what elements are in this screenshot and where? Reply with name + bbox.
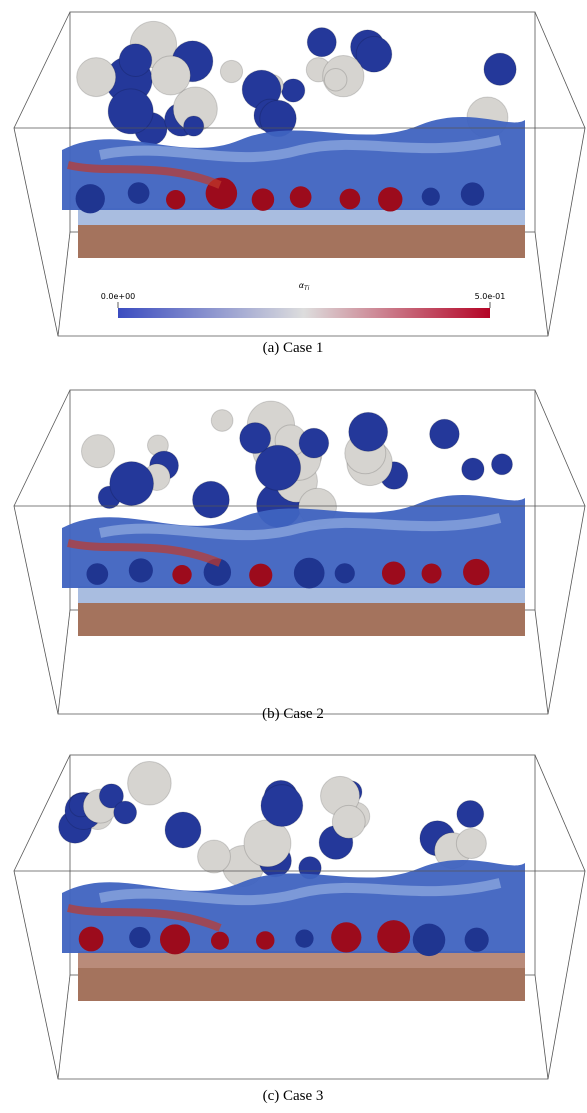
lower-particle bbox=[465, 928, 489, 952]
box-edge bbox=[535, 610, 548, 714]
box-edge bbox=[58, 975, 70, 1079]
powder-particle bbox=[324, 68, 347, 91]
colorbar-subscript: Ti bbox=[304, 285, 310, 292]
lower-particle bbox=[249, 564, 272, 587]
lower-particle bbox=[172, 565, 191, 584]
lower-particle bbox=[335, 563, 355, 583]
colorbar bbox=[118, 308, 490, 318]
box-edge bbox=[535, 390, 585, 506]
box-edge bbox=[14, 390, 70, 506]
substrate bbox=[78, 225, 525, 258]
box-edge bbox=[58, 232, 70, 336]
lower-particle bbox=[129, 558, 153, 582]
powder-particle bbox=[332, 805, 365, 838]
page: (a) Case 1 (b) Case 2 (c) Case 3 αTi 0.0e+00… bbox=[0, 0, 587, 1113]
colorbar-tick-label: 0.0e+00 bbox=[101, 292, 136, 301]
powder-particle bbox=[456, 828, 486, 858]
box-edge bbox=[14, 12, 70, 128]
lower-particle bbox=[294, 558, 325, 589]
box-edge bbox=[535, 755, 585, 871]
powder-particle bbox=[457, 801, 484, 828]
lower-particle bbox=[129, 927, 150, 948]
powder-particle bbox=[211, 410, 233, 432]
powder-particle bbox=[198, 840, 231, 873]
lower-particle bbox=[252, 188, 274, 210]
lower-particle bbox=[422, 563, 442, 583]
powder-particle bbox=[108, 89, 153, 134]
powder-particle bbox=[299, 428, 329, 458]
lower-particle bbox=[382, 561, 405, 584]
lower-particle bbox=[422, 188, 440, 206]
powder-particle bbox=[430, 419, 460, 449]
powder-particle bbox=[240, 423, 271, 454]
lower-particle bbox=[413, 924, 445, 956]
box-edge bbox=[58, 610, 70, 714]
box-edge bbox=[535, 12, 585, 128]
base-layer bbox=[78, 586, 525, 603]
lower-particle bbox=[79, 927, 104, 952]
figure: (a) Case 1 (b) Case 2 (c) Case 3 αTi 0.0e+00… bbox=[0, 0, 587, 1113]
lower-particle bbox=[295, 929, 313, 947]
lower-particle bbox=[463, 559, 489, 585]
caption: (b) Case 2 bbox=[262, 706, 324, 722]
box-edge bbox=[14, 755, 70, 871]
colorbar-tick-label: 5.0e-01 bbox=[475, 292, 506, 301]
powder-particle bbox=[110, 462, 154, 506]
render-panel bbox=[14, 390, 585, 714]
powder-particle bbox=[128, 761, 172, 805]
lower-particle bbox=[211, 932, 229, 950]
lower-particle bbox=[378, 187, 402, 211]
powder-particle bbox=[193, 481, 230, 518]
powder-particle bbox=[491, 454, 512, 475]
powder-particle bbox=[165, 812, 201, 848]
powder-particle bbox=[261, 785, 303, 827]
lower-particle bbox=[461, 182, 484, 205]
lower-particle bbox=[340, 189, 361, 210]
lower-particle bbox=[331, 922, 361, 952]
box-edge bbox=[535, 232, 548, 336]
base-layer bbox=[78, 208, 525, 225]
powder-particle bbox=[349, 412, 388, 451]
substrate bbox=[78, 968, 525, 1001]
powder-particle bbox=[282, 79, 305, 102]
base-layer bbox=[78, 951, 525, 968]
powder-particle bbox=[119, 44, 152, 77]
colorbar-title: αTi bbox=[299, 281, 310, 292]
lower-particle bbox=[166, 190, 185, 209]
powder-particle bbox=[81, 435, 114, 468]
lower-particle bbox=[256, 931, 274, 949]
lower-particle bbox=[76, 184, 105, 213]
powder-particle bbox=[462, 458, 484, 480]
lower-particle bbox=[86, 563, 108, 585]
substrate bbox=[78, 603, 525, 636]
powder-particle bbox=[484, 53, 516, 85]
powder-particle bbox=[151, 56, 190, 95]
box-edge bbox=[535, 975, 548, 1079]
powder-particle bbox=[220, 60, 242, 82]
caption: (a) Case 1 bbox=[263, 340, 324, 356]
powder-particle bbox=[114, 801, 137, 824]
lower-particle bbox=[128, 182, 150, 204]
powder-particle bbox=[307, 28, 336, 57]
lower-particle bbox=[290, 186, 312, 208]
lower-particle bbox=[377, 920, 410, 953]
powder-particle bbox=[184, 116, 204, 136]
lower-particle bbox=[160, 924, 190, 954]
render-panel bbox=[14, 755, 585, 1079]
caption: (c) Case 3 bbox=[263, 1088, 324, 1104]
powder-particle bbox=[77, 58, 116, 97]
